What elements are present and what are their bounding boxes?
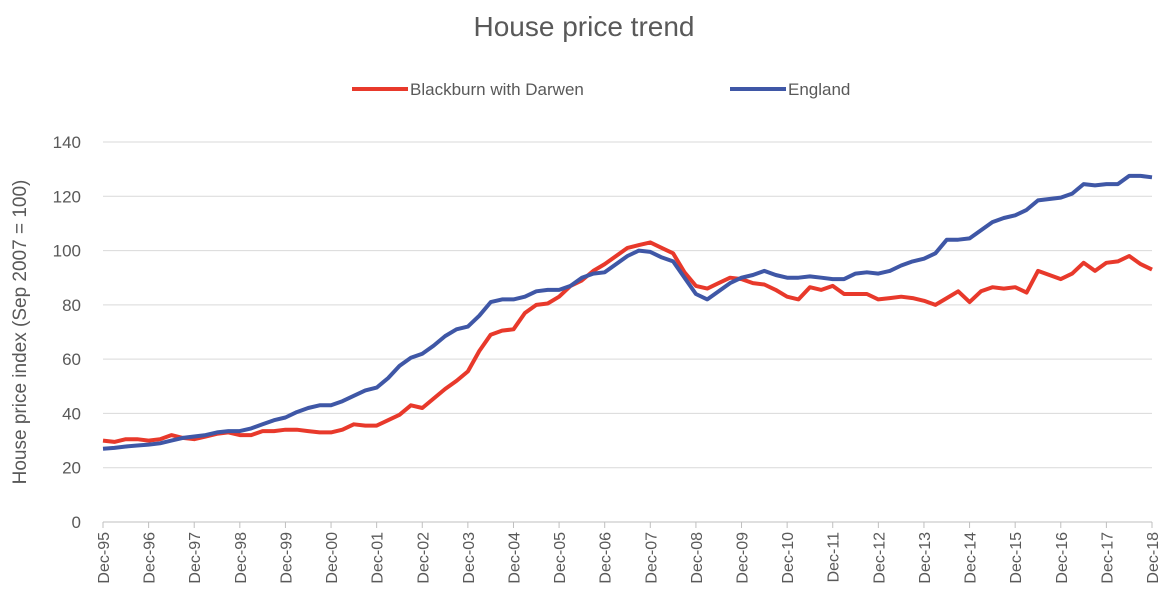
x-tick-label: Dec-14	[963, 532, 980, 584]
x-tick-label: Dec-13	[917, 532, 934, 584]
x-tick-label: Dec-10	[780, 532, 797, 584]
y-tick-label: 60	[62, 350, 81, 369]
x-tick-label: Dec-00	[324, 532, 341, 584]
x-tick-label: Dec-99	[278, 532, 295, 584]
x-tick-label: Dec-11	[826, 532, 843, 582]
x-tick-label: Dec-95	[96, 532, 113, 584]
x-tick-label: Dec-17	[1099, 532, 1116, 584]
x-tick-label: Dec-04	[506, 532, 523, 584]
x-tick-label: Dec-02	[415, 532, 432, 584]
x-tick-label: Dec-09	[735, 532, 752, 584]
y-tick-label: 0	[72, 513, 81, 532]
chart-title: House price trend	[473, 11, 694, 42]
x-tick-label: Dec-08	[689, 532, 706, 584]
x-tick-label: Dec-12	[871, 532, 888, 584]
x-tick-label: Dec-18	[1145, 532, 1162, 584]
x-tick-label: Dec-07	[643, 532, 660, 584]
x-tick-label: Dec-05	[552, 532, 569, 584]
y-tick-label: 20	[62, 459, 81, 478]
x-tick-label: Dec-01	[370, 532, 387, 584]
y-tick-label: 100	[53, 242, 81, 261]
x-tick-label: Dec-06	[598, 532, 615, 584]
y-tick-label: 140	[53, 133, 81, 152]
y-tick-label: 80	[62, 296, 81, 315]
y-axis-label: House price index (Sep 2007 = 100)	[10, 180, 31, 485]
series-line	[102, 240, 1153, 444]
x-tick-label: Dec-16	[1054, 532, 1071, 584]
y-tick-label: 40	[62, 404, 81, 423]
x-tick-label: Dec-03	[461, 532, 478, 584]
legend-label: Blackburn with Darwen	[410, 80, 584, 99]
x-tick-label: Dec-97	[187, 532, 204, 584]
x-tick-label: Dec-15	[1008, 532, 1025, 584]
legend-label: England	[788, 80, 850, 99]
series-line	[102, 173, 1153, 451]
x-tick-label: Dec-98	[233, 532, 250, 584]
x-tick-label: Dec-96	[142, 532, 159, 584]
y-tick-label: 120	[53, 187, 81, 206]
